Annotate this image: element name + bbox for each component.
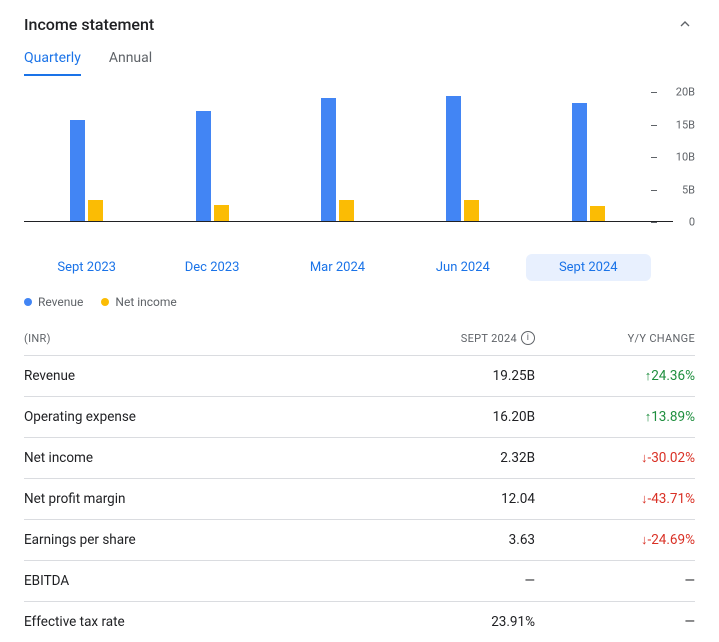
y-axis-label: 5B: [682, 183, 695, 196]
metric-name: Operating expense: [24, 409, 395, 425]
section-header: Income statement: [24, 8, 695, 44]
metric-value: 16.20B: [395, 409, 535, 425]
table-row: Revenue19.25B↑24.36%: [24, 355, 695, 396]
bar-group[interactable]: [526, 103, 651, 221]
revenue-bar: [446, 96, 461, 221]
revenue-bar: [321, 98, 336, 222]
income-chart: 05B10B15B20B: [24, 92, 695, 242]
period-label[interactable]: Jun 2024: [400, 254, 525, 281]
revenue-bar: [70, 120, 85, 221]
netincome-bar: [88, 200, 103, 221]
netincome-bar: [464, 200, 479, 221]
col-period-label: SEPT 2024: [461, 332, 517, 345]
period-label[interactable]: Mar 2024: [275, 254, 400, 281]
metric-name: EBITDA: [24, 573, 395, 589]
y-axis-label: 15B: [676, 118, 695, 131]
table-body: Revenue19.25B↑24.36%Operating expense16.…: [24, 355, 695, 642]
metric-value: —: [395, 573, 535, 589]
y-axis-tick: [651, 222, 657, 223]
chart-legend: Revenue Net income: [24, 295, 695, 309]
metric-change: —: [535, 614, 695, 630]
col-currency: (INR): [24, 332, 395, 345]
metric-name: Effective tax rate: [24, 614, 395, 630]
table-row: Operating expense16.20B↑13.89%: [24, 396, 695, 437]
metric-change: ↓-30.02%: [535, 450, 695, 466]
metric-value: 12.04: [395, 491, 535, 507]
info-icon[interactable]: i: [521, 331, 535, 345]
tab-quarterly[interactable]: Quarterly: [24, 44, 81, 76]
y-axis-label: 10B: [676, 151, 695, 164]
metric-value: 23.91%: [395, 614, 535, 630]
period-tabs: Quarterly Annual: [24, 44, 695, 80]
period-label[interactable]: Dec 2023: [149, 254, 274, 281]
table-row: Earnings per share3.63↓-24.69%: [24, 519, 695, 560]
metric-change: ↑13.89%: [535, 409, 695, 425]
legend-netincome-label: Net income: [115, 295, 176, 309]
legend-netincome: Net income: [101, 295, 176, 309]
period-label[interactable]: Sept 2023: [24, 254, 149, 281]
revenue-swatch: [24, 298, 32, 306]
netincome-bar: [590, 206, 605, 221]
y-axis-tick: [651, 125, 657, 126]
bar-group[interactable]: [275, 98, 400, 222]
y-axis-tick: [651, 157, 657, 158]
metric-change: ↑24.36%: [535, 368, 695, 384]
netincome-bar: [339, 200, 354, 221]
metric-change: ↓-43.71%: [535, 491, 695, 507]
chevron-up-icon: [677, 16, 693, 32]
chart-plot: [24, 92, 651, 222]
metric-name: Revenue: [24, 368, 395, 384]
netincome-swatch: [101, 298, 109, 306]
y-axis-tick: [651, 92, 657, 93]
revenue-bar: [572, 103, 587, 221]
y-axis-tick: [651, 190, 657, 191]
table-row: Net income2.32B↓-30.02%: [24, 437, 695, 478]
metric-value: 2.32B: [395, 450, 535, 466]
bar-group[interactable]: [149, 111, 274, 222]
metric-change: —: [535, 573, 695, 589]
financials-table: (INR) SEPT 2024 i Y/Y CHANGE Revenue19.2…: [24, 325, 695, 642]
metric-value: 19.25B: [395, 368, 535, 384]
table-row: Effective tax rate23.91%—: [24, 601, 695, 642]
tab-annual[interactable]: Annual: [109, 44, 152, 76]
collapse-toggle[interactable]: [675, 14, 695, 34]
netincome-bar: [214, 205, 229, 221]
chart-x-labels: Sept 2023Dec 2023Mar 2024Jun 2024Sept 20…: [24, 254, 695, 281]
metric-name: Net profit margin: [24, 491, 395, 507]
legend-revenue-label: Revenue: [38, 295, 83, 309]
section-title: Income statement: [24, 15, 154, 34]
period-label[interactable]: Sept 2024: [526, 254, 651, 281]
table-header: (INR) SEPT 2024 i Y/Y CHANGE: [24, 325, 695, 355]
y-axis-label: 0: [689, 216, 695, 229]
chart-y-axis: 05B10B15B20B: [655, 92, 695, 222]
col-period: SEPT 2024 i: [395, 331, 535, 345]
col-change: Y/Y CHANGE: [535, 332, 695, 345]
y-axis-label: 20B: [676, 86, 695, 99]
bar-group[interactable]: [400, 96, 525, 221]
legend-revenue: Revenue: [24, 295, 83, 309]
chart-bars: [24, 92, 651, 221]
revenue-bar: [196, 111, 211, 222]
table-row: EBITDA——: [24, 560, 695, 601]
metric-name: Net income: [24, 450, 395, 466]
table-row: Net profit margin12.04↓-43.71%: [24, 478, 695, 519]
bar-group[interactable]: [24, 120, 149, 221]
